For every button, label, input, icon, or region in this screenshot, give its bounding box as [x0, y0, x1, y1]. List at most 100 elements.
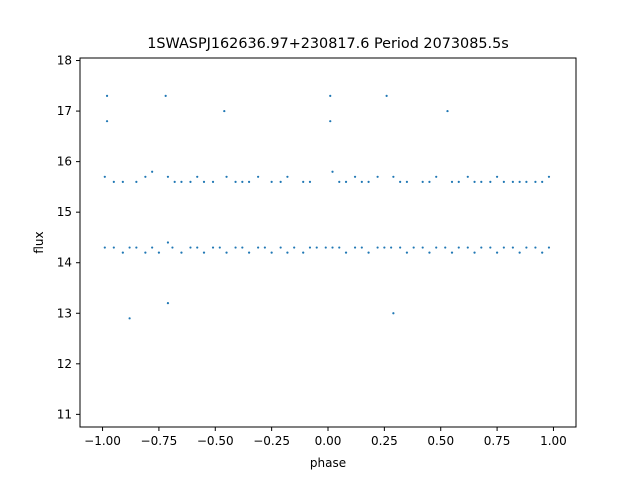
data-point [144, 251, 147, 254]
data-point [367, 251, 370, 254]
data-point [534, 180, 537, 183]
data-point [428, 180, 431, 183]
data-point [166, 175, 170, 178]
data-point [103, 175, 106, 178]
data-point [135, 180, 138, 183]
data-point [428, 251, 431, 254]
data-point [473, 180, 476, 183]
data-point [331, 170, 334, 173]
data-point [225, 175, 228, 178]
data-point [466, 175, 469, 178]
data-point [263, 246, 266, 249]
data-point [308, 246, 312, 249]
data-point [171, 246, 174, 249]
data-point [121, 251, 124, 254]
data-point [286, 251, 289, 254]
data-point [344, 180, 348, 183]
x-tick-label: −1.00 [84, 434, 121, 448]
data-point [196, 175, 199, 178]
data-point [128, 317, 131, 320]
data-point [225, 251, 228, 254]
data-point [211, 246, 215, 249]
data-point [480, 246, 483, 249]
data-point [390, 246, 393, 249]
data-point [421, 180, 424, 183]
data-point [511, 180, 514, 183]
x-tick-label: 0.50 [427, 434, 454, 448]
data-point [103, 246, 106, 249]
data-point [392, 312, 395, 315]
data-point [293, 246, 296, 249]
data-point [270, 180, 273, 183]
data-point [405, 180, 409, 183]
x-tick-label: 0.00 [315, 434, 342, 448]
data-point [511, 246, 514, 249]
data-point [173, 180, 176, 183]
data-point [399, 246, 402, 249]
y-tick-label: 13 [57, 306, 72, 320]
points-layer [103, 94, 551, 320]
data-point [308, 180, 312, 183]
y-tick-label: 18 [57, 54, 72, 68]
data-point [360, 246, 363, 249]
x-tick-label: −0.25 [253, 434, 290, 448]
y-axis-title: flux [32, 231, 46, 253]
data-point [547, 246, 551, 249]
x-axis: −1.00 −0.75 −0.50 −0.25 0.00 0.25 0.50 0.75 1.00 [84, 427, 567, 448]
data-point [121, 180, 124, 183]
data-point [329, 94, 332, 98]
data-point [202, 251, 206, 254]
data-point [495, 251, 499, 254]
data-point [196, 246, 199, 249]
data-point [144, 175, 147, 178]
y-tick-label: 14 [57, 256, 72, 270]
data-point [331, 246, 334, 249]
x-tick-label: 0.25 [371, 434, 398, 448]
data-point [151, 246, 154, 249]
data-point [502, 180, 505, 183]
data-point [257, 246, 260, 249]
data-point [189, 246, 192, 249]
data-point [286, 175, 289, 178]
data-point [257, 175, 260, 178]
data-point [302, 180, 305, 183]
data-point [353, 175, 357, 178]
x-tick-label: 1.00 [540, 434, 567, 448]
data-point [324, 246, 327, 249]
data-point [489, 246, 492, 249]
data-point [444, 246, 447, 249]
data-point [473, 251, 476, 254]
y-tick-label: 17 [57, 104, 72, 118]
data-point [502, 246, 505, 249]
data-point [241, 246, 244, 249]
data-point [360, 180, 363, 183]
data-point [353, 246, 357, 249]
data-point [218, 246, 221, 249]
x-axis-title: phase [310, 456, 346, 470]
data-point [302, 251, 305, 254]
data-point [435, 246, 438, 249]
data-point [399, 180, 402, 183]
data-point [385, 94, 388, 98]
y-tick-label: 11 [57, 407, 72, 421]
data-point [541, 251, 544, 254]
data-point [247, 251, 251, 254]
data-point [344, 251, 348, 254]
data-point [383, 246, 386, 249]
data-point [180, 180, 183, 183]
data-point [466, 246, 469, 249]
data-point [450, 180, 454, 183]
y-tick-label: 15 [57, 205, 72, 219]
data-point [151, 170, 154, 173]
data-point [525, 180, 528, 183]
data-point [105, 94, 109, 98]
data-point [180, 251, 183, 254]
data-point [315, 246, 318, 249]
data-point [525, 246, 528, 249]
data-point [241, 180, 244, 183]
data-point [166, 241, 170, 244]
data-point [234, 180, 237, 183]
data-point [202, 180, 206, 183]
x-tick-label: −0.75 [141, 434, 178, 448]
data-point [338, 180, 341, 183]
